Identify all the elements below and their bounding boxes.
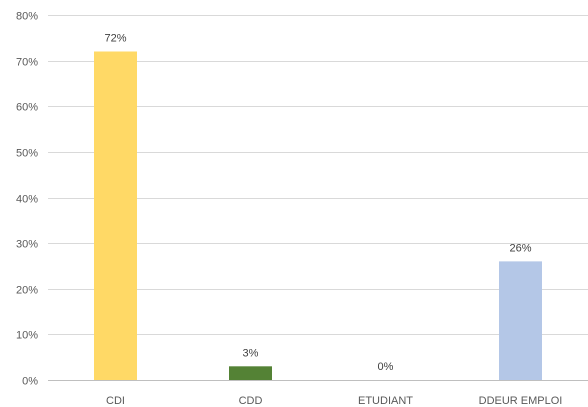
y-tick-label-70: 70%	[16, 57, 38, 69]
x-axis-category-labels: CDI CDD ETUDIANT DDEUR EMPLOI	[106, 395, 562, 407]
y-tick-label-40: 40%	[16, 194, 38, 206]
data-label-ddeur-emploi: 26%	[509, 242, 531, 254]
y-tick-label-60: 60%	[16, 102, 38, 114]
y-tick-label-0: 0%	[22, 376, 38, 388]
bar-cdd	[229, 366, 272, 380]
bar-cdi	[94, 51, 137, 380]
y-tick-label-10: 10%	[16, 330, 38, 342]
y-tick-label-80: 80%	[16, 11, 38, 23]
data-label-cdd: 3%	[243, 347, 259, 359]
data-labels: 72% 3% 0% 26%	[104, 33, 531, 374]
category-label-cdi: CDI	[106, 395, 125, 407]
category-label-cdd: CDD	[239, 395, 263, 407]
data-label-etudiant: 0%	[378, 361, 394, 373]
y-tick-label-20: 20%	[16, 285, 38, 297]
bars	[94, 51, 542, 380]
bar-ddeur-emploi	[499, 261, 542, 380]
category-label-ddeur-emploi: DDEUR EMPLOI	[479, 395, 563, 407]
y-tick-label-50: 50%	[16, 148, 38, 160]
category-label-etudiant: ETUDIANT	[358, 395, 413, 407]
gridlines	[48, 15, 588, 335]
data-label-cdi: 72%	[104, 33, 126, 45]
y-axis-tick-labels: 0% 10% 20% 30% 40% 50% 60% 70% 80%	[16, 11, 38, 388]
y-tick-label-30: 30%	[16, 239, 38, 251]
